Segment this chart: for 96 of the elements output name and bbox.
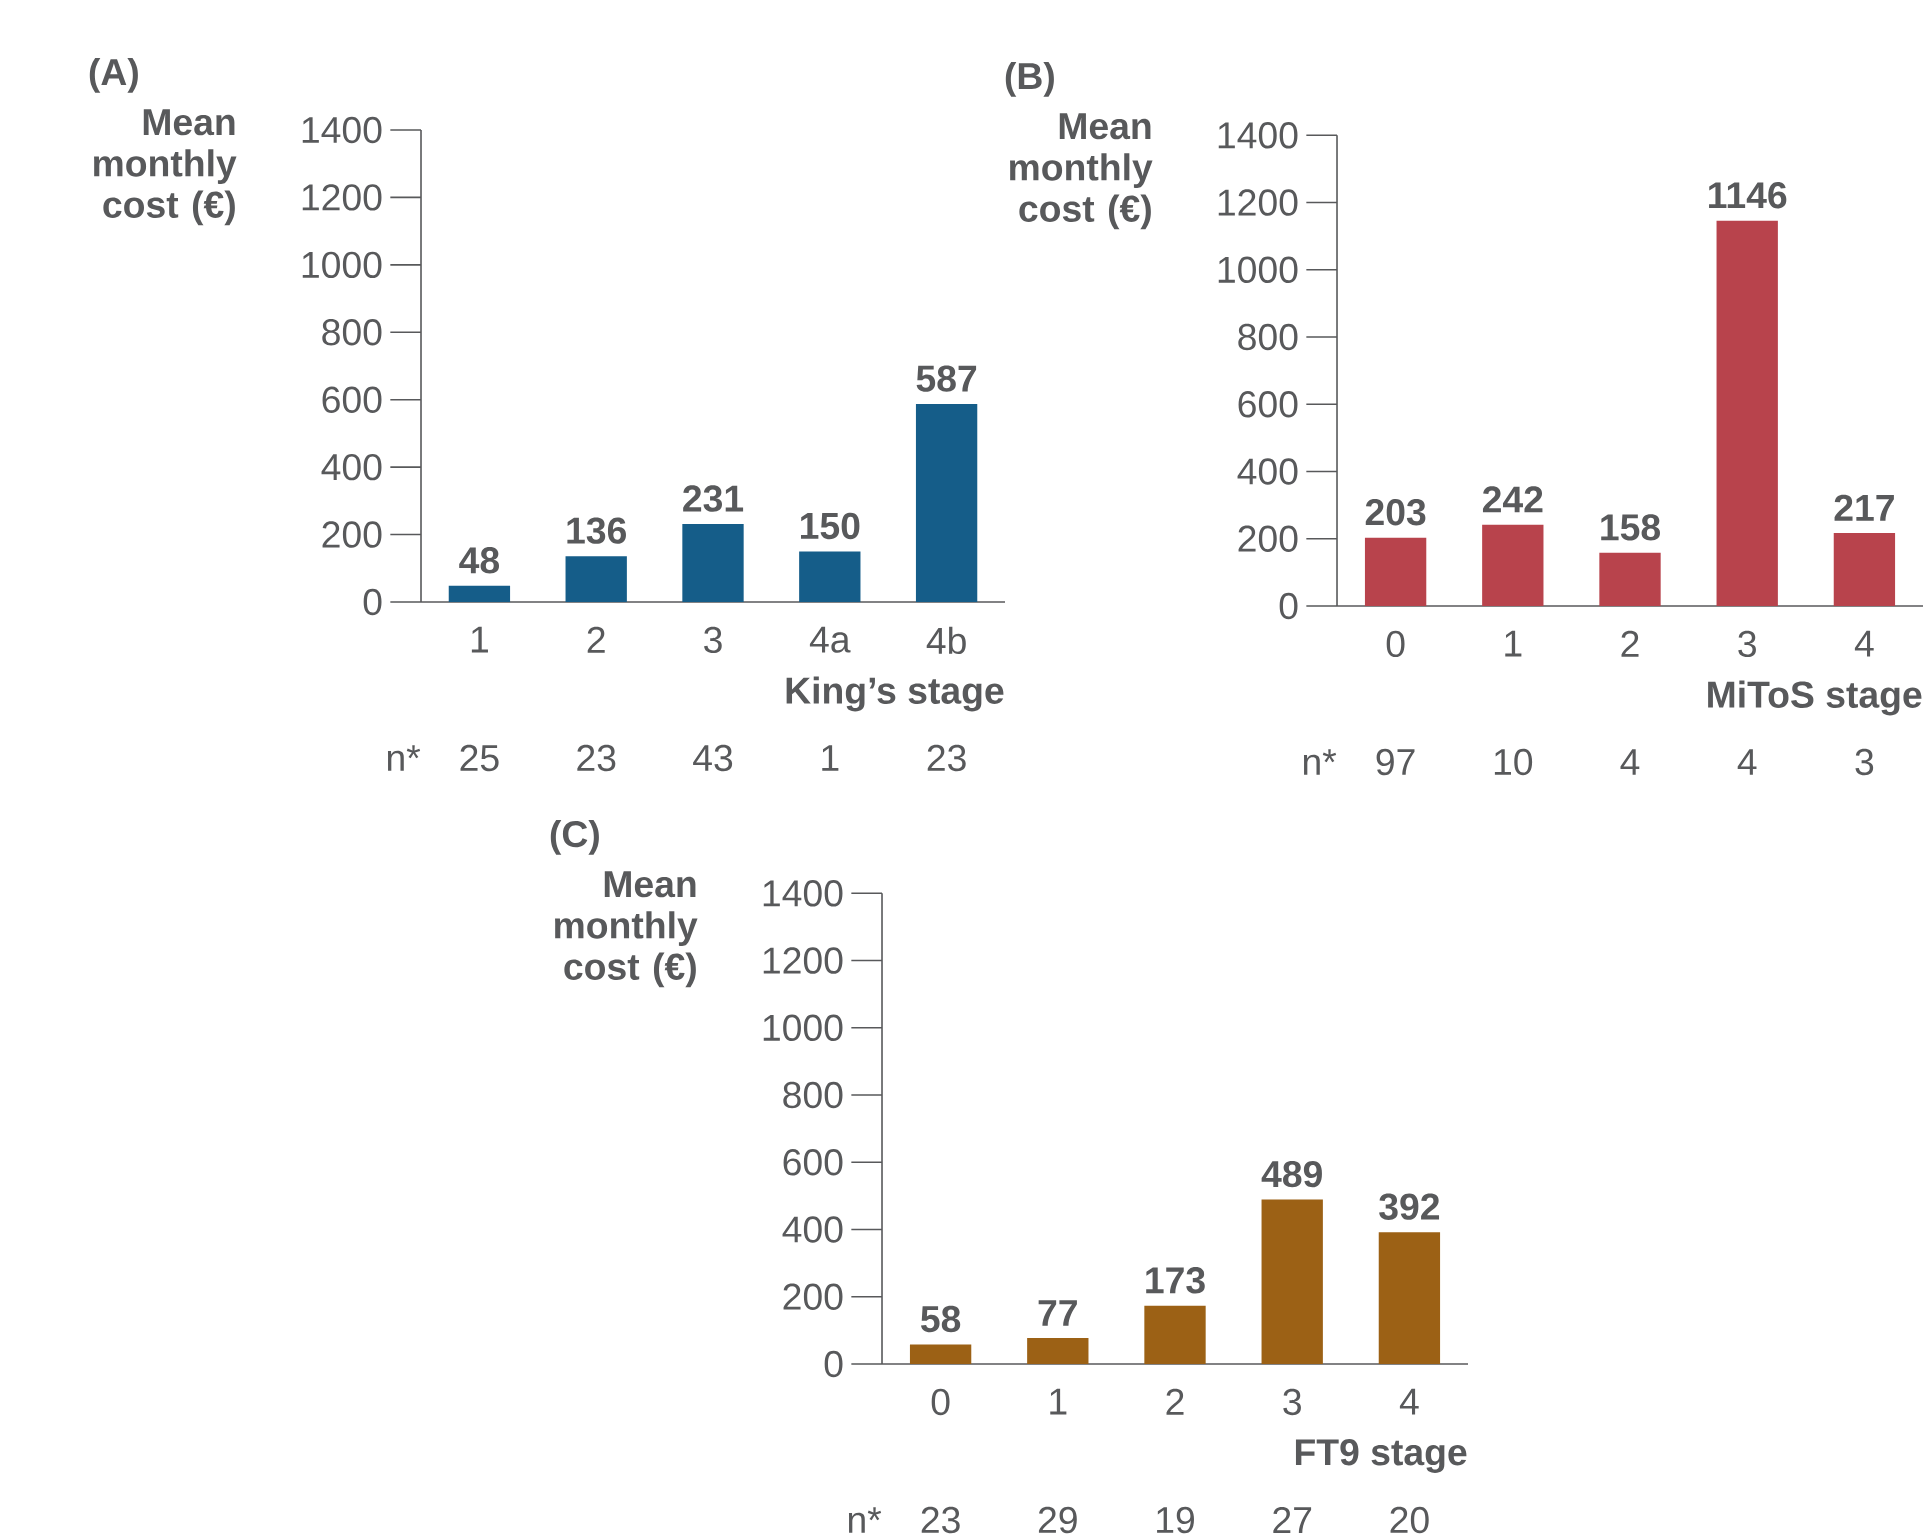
text: 10 [1494,748,1533,776]
x-tick-label: 1 [1050,1388,1067,1415]
data-label: 77 [1038,1300,1077,1326]
data-label: 203 [1365,499,1426,526]
bar [448,585,511,602]
bar [1599,552,1661,606]
x-tick-label: 4 [1399,1388,1419,1415]
y-tick-label: 1400 [302,116,382,144]
x-tick-label: 4 [1854,630,1874,657]
text: (A) [89,57,138,93]
text: 97 [1376,748,1415,776]
text: 3 [1855,748,1874,776]
y-tick-label: 600 [322,386,382,413]
data-label: 587 [916,365,977,392]
x-tick-label: 1 [471,626,488,653]
y-axis-title: Mean monthly cost (€) [555,871,698,988]
y-tick-label: 1000 [302,251,382,279]
y-tick-label: 400 [782,1216,843,1243]
data-label: 58 [921,1305,961,1333]
text: 23 [921,1506,960,1534]
text: 29 [1038,1506,1077,1534]
bar [682,524,744,602]
data-label: 489 [1261,1160,1322,1188]
x-tick-label: 4a [809,626,851,653]
bar [565,556,627,602]
text: (B) [1005,61,1054,97]
text: 20 [1390,1506,1429,1534]
y-tick-label: 0 [1279,592,1298,620]
y-tick-label: 0 [363,588,382,616]
bar [1716,220,1778,606]
text: (C) [550,819,599,855]
y-tick-label: 200 [1238,525,1298,552]
data-label: 173 [1146,1267,1205,1294]
y-tick-label: 1400 [1218,122,1298,149]
x-tick-label: 2 [1621,630,1639,657]
x-tick-label: 3 [1283,1388,1301,1416]
data-label: 1146 [1709,182,1787,209]
x-axis-title: King’s stage [786,676,1004,712]
bar [799,551,861,602]
y-tick-label: 800 [783,1081,843,1109]
text: 4 [1737,749,1757,775]
data-label: 150 [801,512,860,540]
text: 19 [1157,1506,1194,1534]
data-label: 392 [1379,1193,1440,1220]
x-tick-label: 2 [587,626,605,653]
bar [1144,1305,1206,1364]
data-label: 48 [459,547,500,574]
y-tick-label: 0 [824,1350,843,1378]
y-tick-label: 1200 [1218,189,1298,216]
bar [1378,1232,1441,1364]
text: 27 [1273,1506,1312,1534]
x-tick-label: 0 [931,1388,950,1416]
y-tick-label: 1000 [763,1014,843,1041]
y-tick-label: 1200 [302,184,382,211]
text: n* [1303,749,1337,775]
text: 23 [577,744,616,772]
bar [1833,533,1896,606]
y-tick-label: 400 [321,453,382,481]
y-axis-title: Mean monthly cost (€) [94,109,237,226]
y-tick-label: 800 [322,319,382,346]
y-tick-label: 1200 [763,947,843,974]
bar [1482,524,1544,606]
data-label: 242 [1482,486,1543,513]
y-tick-label: 200 [322,521,382,548]
text: 23 [927,744,966,772]
text: n* [387,745,421,771]
x-axis-title: FT9 stage [1295,1439,1467,1473]
x-axis-title: MiToS stage [1708,680,1922,716]
text: 43 [693,744,733,772]
bar [1027,1338,1089,1364]
bar [1261,1199,1323,1364]
y-tick-label: 400 [1237,458,1298,485]
data-label: 217 [1834,494,1894,521]
bar [1364,537,1427,606]
x-tick-label: 3 [1738,630,1756,658]
x-tick-label: 4b [926,626,966,655]
y-tick-label: 1000 [1218,256,1298,283]
data-label: 136 [567,517,626,544]
bar [909,1344,972,1364]
x-tick-label: 2 [1166,1388,1184,1415]
y-tick-label: 600 [1238,391,1298,418]
text: 4 [1620,749,1640,775]
y-tick-label: 600 [783,1149,843,1176]
x-tick-label: 3 [704,626,722,654]
x-tick-label: 1 [1505,630,1522,657]
y-tick-label: 200 [783,1283,843,1310]
text: 25 [460,744,499,772]
y-tick-label: 800 [1238,323,1298,351]
y-tick-label: 1400 [763,880,843,907]
text: n* [848,1507,882,1533]
text: 1 [822,745,839,771]
data-label: 231 [683,485,744,512]
bar [915,404,978,602]
y-axis-title: Mean monthly cost (€) [1010,113,1153,230]
data-label: 158 [1601,514,1660,541]
x-tick-label: 0 [1386,630,1405,658]
